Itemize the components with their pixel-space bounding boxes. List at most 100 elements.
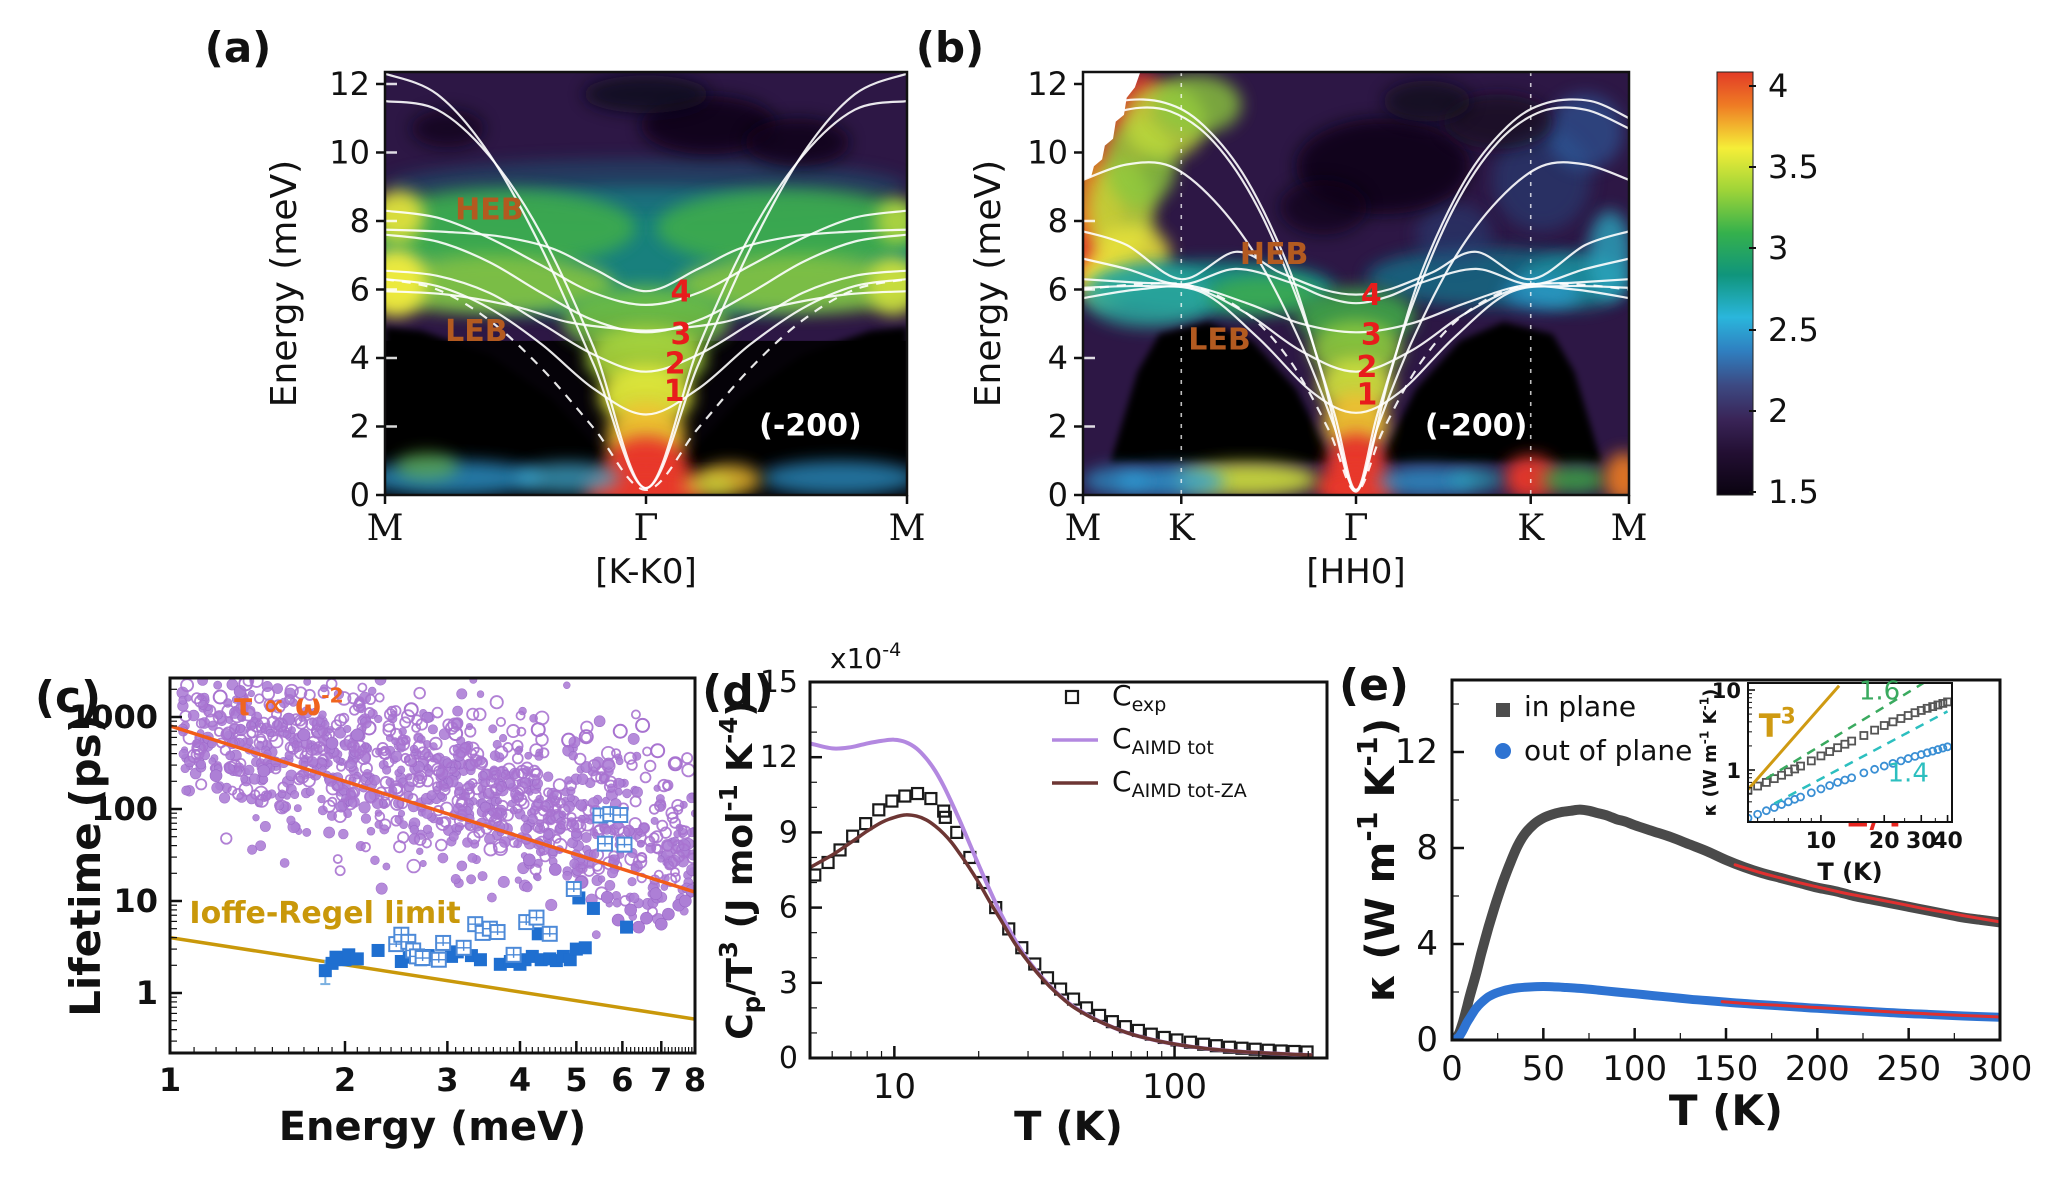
cloud-point-open	[456, 795, 468, 807]
legend-label-0: Cexp	[1112, 679, 1166, 716]
heatmap-blob	[656, 188, 907, 268]
cloud-point-filled	[252, 814, 260, 822]
x-tick-label: 5	[565, 1061, 587, 1099]
inset-xlabel: T (K)	[1817, 858, 1882, 886]
cloud-point-open	[652, 844, 664, 855]
cloud-point-filled	[286, 815, 296, 825]
panel-b-heatmap	[1083, 72, 1629, 495]
cloud-point-open	[635, 717, 651, 733]
cloud-point-open	[299, 749, 314, 764]
cloud-point-filled	[627, 732, 640, 745]
cloud-point-open	[656, 819, 669, 832]
cloud-point-filled	[476, 690, 485, 698]
dispersion-curve-3	[385, 278, 907, 492]
dispersion-curve-6	[385, 233, 907, 334]
inset-marker-circle	[1796, 792, 1805, 802]
cloud-point-filled	[486, 892, 497, 903]
panel-b-ylabel: Energy (meV)	[968, 160, 1009, 407]
cloud-point-open	[360, 841, 371, 853]
cloud-point-filled	[650, 816, 659, 825]
cloud-point-open	[389, 780, 404, 795]
plot-frame	[808, 680, 1329, 1060]
cloud-point-open	[411, 722, 422, 733]
colorbar-tick-label: 2	[1768, 392, 1788, 430]
inset-y-tick-label: 1	[1726, 759, 1741, 783]
cloud-point-filled	[409, 825, 419, 835]
heatmap-blob	[1083, 466, 1149, 495]
legend-label-out-of-plane: out of plane	[1524, 734, 1692, 767]
x-tick-label-Γ: Γ	[1344, 508, 1369, 549]
cloud-point-open	[632, 854, 648, 870]
heatmap-blob	[1315, 468, 1397, 495]
panel-b-annotation-leb: LEB	[1188, 323, 1250, 358]
marker-C_exp	[1274, 1044, 1288, 1058]
cloud-point-open	[392, 783, 406, 797]
cloud-point-open	[389, 705, 402, 717]
colorbar-tick-label: 1.5	[1768, 473, 1819, 511]
cloud-point-open	[273, 717, 289, 733]
cloud-point-open	[604, 775, 618, 789]
cloud-point-open	[212, 689, 228, 705]
x-tick-label: 100	[1142, 1067, 1207, 1107]
x-tick-label: 1	[159, 1061, 181, 1099]
inset-marker-square	[1825, 747, 1835, 756]
marker-C_exp	[885, 794, 899, 808]
panel-a-annotation-4: 4	[671, 275, 692, 310]
cloud-point-open	[501, 809, 514, 822]
cloud-point-open	[600, 746, 616, 761]
cloud-point-filled	[421, 711, 434, 724]
cloud-point-open	[485, 773, 501, 789]
cloud-point-open	[194, 694, 208, 708]
cloud-point-open	[442, 718, 455, 731]
marker-C_exp	[833, 843, 847, 857]
cloud-point-filled	[622, 788, 632, 799]
cloud-point-open	[473, 707, 487, 722]
heatmap-blob	[1383, 80, 1471, 122]
cloud-point-filled	[351, 728, 364, 742]
cloud-point-open	[673, 804, 684, 815]
inset-marker-square	[1928, 702, 1938, 712]
y-tick-label: 6	[779, 891, 798, 926]
dispersion-curve-2	[385, 100, 907, 490]
cloud-point-filled	[366, 826, 376, 836]
cloud-point-open	[426, 757, 441, 773]
heatmap-blob	[875, 198, 907, 244]
heatmap-blob	[677, 255, 907, 314]
cloud-point-open	[397, 831, 410, 844]
cloud-point-open	[249, 678, 264, 688]
cloud-point-filled	[437, 852, 449, 864]
cloud-point-open	[664, 855, 679, 870]
colorbar: 4 3.5 3 2.5 2 1.5	[1716, 67, 1819, 511]
marker-C_exp	[924, 791, 938, 806]
cloud-point-open	[390, 815, 402, 827]
panel-d: 0 3 6 9 12 15 10 100 T (K) Cp/T3 (J mol-1 K-4) x10…	[702, 639, 1329, 1150]
x-tick-label: 4	[509, 1061, 531, 1099]
y-tick-label: 8	[1048, 202, 1068, 240]
cloud-point-open	[238, 781, 254, 797]
marker-C_exp	[872, 803, 886, 817]
blue-filled-square	[350, 952, 364, 966]
heatmap-blob	[1377, 465, 1477, 495]
cloud-point-open	[543, 787, 554, 798]
cloud-point-filled	[456, 860, 468, 872]
cloud-point-open	[462, 787, 476, 800]
cloud-point-filled	[248, 773, 261, 785]
cloud-point-filled	[247, 690, 255, 698]
x-tick-label-M: M	[1611, 508, 1648, 549]
panel-c: τ ∝ ω-2 Ioffe-Regel limit 1 2 3 4 5 6 7 8 1 10 100 10…	[35, 672, 706, 1150]
cloud-point-open	[429, 736, 443, 751]
cloud-point-open	[484, 807, 499, 823]
heatmap-blob	[1443, 94, 1553, 150]
cloud-point-filled	[657, 855, 665, 863]
cloud-point-open	[413, 832, 427, 846]
cloud-point-open	[219, 744, 231, 756]
x-tick-label-M: M	[367, 508, 404, 549]
cloud-point-open	[528, 764, 541, 778]
cloud-point-open	[490, 782, 504, 796]
colorbar-tick-label: 3.5	[1768, 148, 1819, 186]
y-tick-label: 2	[1048, 407, 1068, 445]
cloud-point-open	[577, 863, 588, 874]
marker-C_exp	[1248, 1042, 1262, 1056]
cloud-point-open	[538, 747, 550, 759]
